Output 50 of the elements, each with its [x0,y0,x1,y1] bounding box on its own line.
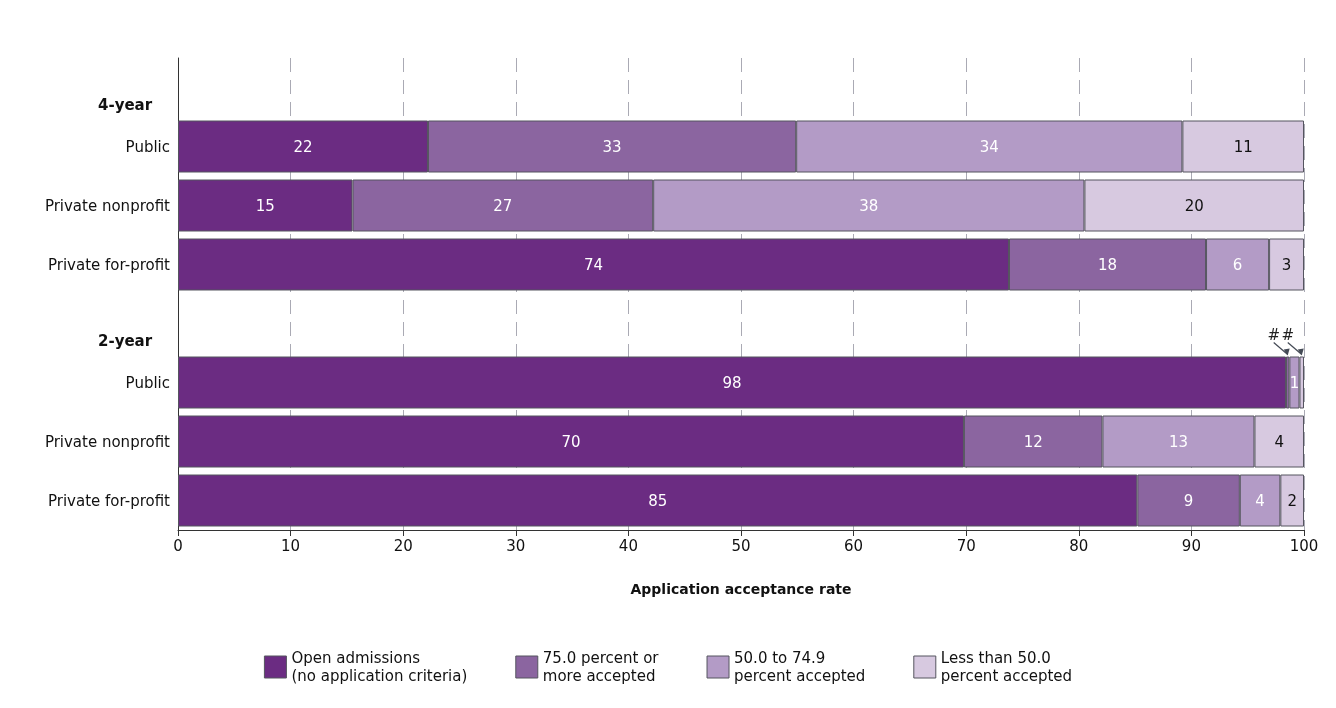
data-label: # [1281,325,1295,344]
legend-label: 50.0 to 74.9 percent accepted [734,649,866,685]
x-tick-label: 100 [1289,536,1319,555]
x-tick-label: 60 [844,536,864,555]
text: 2-year [98,332,153,350]
data-label: 12 [1023,432,1043,451]
data-label: 33 [602,137,622,156]
y-tick-label: Private nonprofit [44,196,171,215]
x-tick-label: 20 [393,536,413,555]
data-label: 85 [648,491,668,510]
data-label: 13 [1168,432,1188,451]
data-label: 11 [1233,137,1253,156]
data-label: 6 [1232,255,1243,274]
y-tick-label: Public [125,373,170,392]
data-label: 4 [1255,491,1265,510]
x-tick-label: 10 [281,536,301,555]
data-label: 15 [255,196,275,215]
data-label: 18 [1097,255,1118,274]
x-tick-label: 0 [173,536,183,555]
data-label: 98 [722,373,742,392]
data-label: 27 [493,196,513,215]
y-tick-label: Private for-profit [47,491,171,510]
data-label: 70 [561,432,581,451]
data-label: 1 [1289,373,1300,392]
x-tick-label: 90 [1181,536,1201,555]
legend-label: 75.0 percent or more accepted [542,649,660,685]
bar [1289,356,1300,409]
data-label: 4 [1274,432,1284,451]
text: 4-year [98,96,153,114]
x-tick-label: 40 [618,536,638,555]
x-tick-label: 30 [506,536,526,555]
data-label: 9 [1183,491,1194,510]
y-tick-label: Public [125,137,170,156]
data-label: 20 [1184,196,1204,215]
x-tick-label: 50 [731,536,751,555]
bar [178,356,1286,409]
legend-label: Less than 50.0 percent accepted [940,649,1073,685]
y-tick-label: Private for-profit [47,255,171,274]
x-axis-title: Application acceptance rate [630,581,852,597]
legend-label: Open admissions (no application criteria) [291,649,468,685]
data-label: 3 [1281,255,1292,274]
x-tick-label: 80 [1069,536,1089,555]
y-tick-label: Private nonprofit [44,432,171,451]
data-label: 2 [1287,491,1297,510]
data-label: # [1267,325,1280,344]
data-label: 22 [293,137,313,156]
data-label: 34 [979,137,999,156]
data-label: 38 [859,196,879,215]
data-label: 74 [583,255,604,274]
x-tick-label: 70 [956,536,976,555]
